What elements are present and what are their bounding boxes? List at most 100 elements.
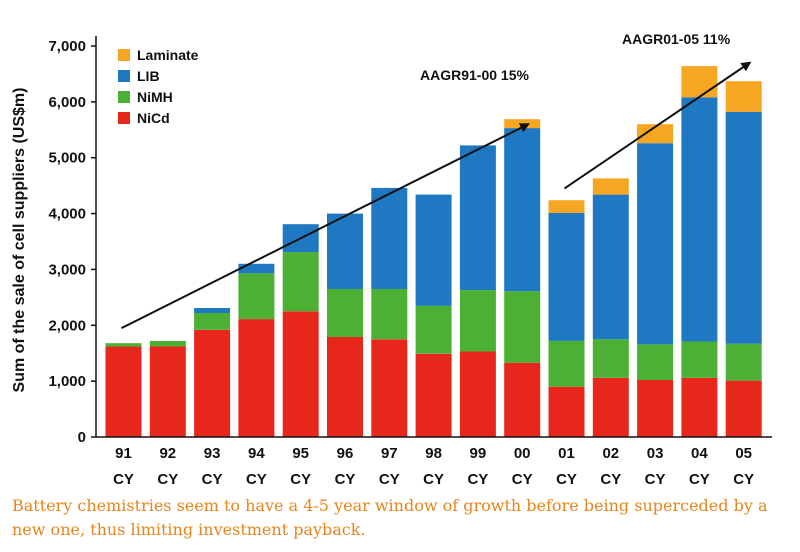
legend-label-nimh: NiMH [137, 89, 173, 105]
x-tick-suffix: CY [556, 471, 577, 488]
y-tick-label: 4,000 [48, 206, 86, 223]
growth-arrow [121, 123, 530, 329]
bar-lib-94 [238, 263, 275, 274]
axes [95, 36, 772, 438]
x-tick-label: 94 [248, 445, 265, 462]
x-tick-suffix: CY [689, 471, 710, 488]
legend-label-nicd: NiCd [137, 110, 170, 126]
bar-laminate-01 [548, 200, 585, 213]
bar-lib-04 [681, 97, 718, 342]
x-tick-label: 95 [292, 445, 309, 462]
x-tick-suffix: CY [512, 471, 533, 488]
legend-label-laminate: Laminate [137, 47, 199, 63]
chart: Sum of the sale of cell suppliers (US$m)… [11, 31, 772, 488]
x-tick-suffix: CY [645, 471, 666, 488]
y-tick-label: 1,000 [48, 373, 86, 390]
x-tick-label: 04 [691, 445, 708, 462]
x-tick-suffix: CY [600, 471, 621, 488]
y-tick-label: 5,000 [48, 150, 86, 167]
bar-laminate-03 [637, 124, 674, 144]
bar-nimh-96 [327, 289, 363, 337]
bar-nimh-99 [459, 290, 496, 352]
x-tick-label: 99 [470, 445, 487, 462]
bar-nicd-94 [238, 319, 275, 437]
x-tick-suffix: CY [467, 471, 488, 488]
growth-annotation: AAGR01-05 11% [622, 31, 731, 47]
bar-nimh-92 [149, 340, 186, 347]
bar-lib-03 [637, 143, 674, 345]
bar-lib-02 [592, 194, 629, 340]
bar-nicd-01 [548, 386, 585, 437]
bar-lib-96 [327, 213, 363, 289]
x-tick-label: 96 [337, 445, 354, 462]
bar-nimh-93 [194, 313, 231, 330]
bar-lib-05 [725, 111, 762, 344]
bar-nicd-04 [681, 377, 718, 437]
y-tick-label: 0 [78, 429, 86, 446]
y-tick-label: 2,000 [48, 317, 86, 334]
x-tick-suffix: CY [202, 471, 223, 488]
y-tick-label: 3,000 [48, 261, 86, 278]
x-tick-label: 91 [115, 445, 132, 462]
annotations: AAGR91-00 15% AAGR01-05 11% [121, 31, 752, 329]
bar-nimh-98 [415, 305, 452, 354]
bar-nimh-91 [105, 343, 142, 347]
bar-nimh-95 [282, 252, 319, 312]
x-tick-label: 05 [735, 445, 752, 462]
bars [105, 66, 762, 438]
bar-nicd-91 [105, 346, 142, 437]
x-axis-labels: 91 CY 92 CY 93 CY 94 CY 95 CY 96 CY 97 CY 98 CY 99 CY 00 CY… [113, 445, 754, 488]
x-tick-suffix: CY [335, 471, 356, 488]
x-tick-suffix: CY [423, 471, 444, 488]
bar-nicd-92 [149, 346, 186, 437]
caption: Battery chemistries seem to have a 4-5 y… [12, 496, 768, 539]
bar-nimh-03 [637, 344, 674, 380]
bar-nicd-05 [725, 380, 762, 437]
bar-lib-93 [194, 308, 231, 313]
x-tick-suffix: CY [113, 471, 134, 488]
bar-nimh-97 [371, 289, 408, 340]
x-tick-label: 03 [647, 445, 664, 462]
y-axis-ticks: 0 1,000 2,000 3,000 4,000 5,000 6,000 7,000 [48, 38, 96, 446]
legend-label-lib: LIB [137, 68, 160, 84]
y-axis-label: Sum of the sale of cell suppliers (US$m) [11, 88, 28, 393]
bar-nimh-94 [238, 273, 275, 320]
bar-lib-99 [459, 145, 496, 291]
bar-nimh-05 [725, 343, 762, 381]
growth-annotation: AAGR91-00 15% [420, 67, 529, 83]
bar-nicd-97 [371, 339, 408, 438]
legend-swatch-lib [118, 70, 130, 82]
x-tick-suffix: CY [733, 471, 754, 488]
y-tick-label: 7,000 [48, 38, 86, 55]
x-tick-label: 93 [204, 445, 221, 462]
bar-lib-00 [504, 128, 541, 292]
legend-swatch-nimh [118, 91, 130, 103]
x-tick-suffix: CY [379, 471, 400, 488]
bar-nicd-99 [459, 351, 496, 437]
x-tick-suffix: CY [157, 471, 178, 488]
bar-nicd-02 [592, 377, 629, 437]
bar-nimh-00 [504, 291, 541, 363]
bar-lib-97 [371, 187, 408, 289]
x-tick-label: 92 [159, 445, 176, 462]
x-tick-label: 01 [558, 445, 575, 462]
bar-nicd-93 [194, 329, 231, 437]
x-tick-label: 97 [381, 445, 398, 462]
bar-laminate-02 [592, 178, 629, 195]
bar-lib-01 [548, 213, 585, 341]
bar-nicd-98 [415, 353, 452, 437]
bar-laminate-05 [725, 81, 762, 112]
x-tick-suffix: CY [246, 471, 267, 488]
bar-nicd-00 [504, 362, 541, 437]
growth-arrow [563, 61, 752, 190]
bar-nimh-04 [681, 341, 718, 378]
bar-nicd-96 [327, 337, 363, 437]
bar-lib-98 [415, 194, 452, 306]
y-tick-label: 6,000 [48, 94, 86, 111]
bar-laminate-04 [681, 66, 718, 98]
bar-nimh-01 [548, 340, 585, 387]
x-tick-suffix: CY [290, 471, 311, 488]
x-tick-label: 00 [514, 445, 531, 462]
legend: Laminate LIB NiMH NiCd [118, 47, 199, 126]
x-tick-label: 02 [602, 445, 619, 462]
